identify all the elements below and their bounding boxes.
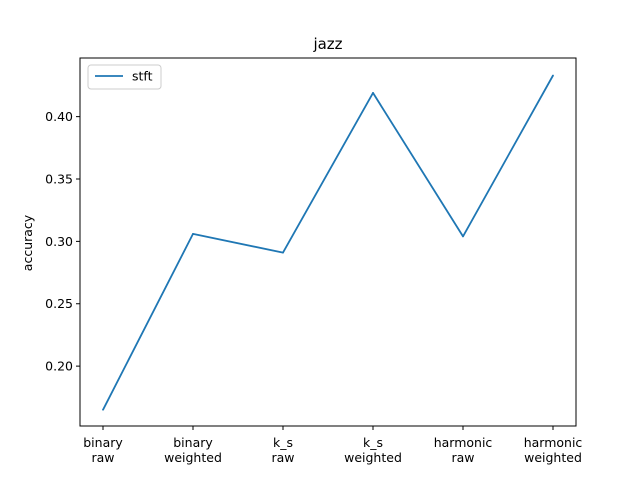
data-point — [102, 408, 104, 411]
data-point — [372, 92, 374, 94]
y-tick-label: 0.25 — [45, 296, 73, 311]
legend-box — [87, 64, 162, 90]
data-point — [552, 74, 554, 77]
data-point — [192, 232, 194, 235]
series-line-stft — [102, 75, 554, 411]
x-tick-label: k_s — [273, 435, 293, 450]
legend: stft — [87, 64, 162, 90]
x-tick-label: harmonic — [434, 435, 493, 450]
plot-marks: 0.200.250.300.350.40binaryrawbinaryweigh… — [45, 74, 583, 465]
x-tick-label: binary — [83, 435, 123, 450]
y-axis-label: accuracy — [20, 214, 35, 271]
x-tick-label: binary — [173, 435, 213, 450]
x-tick-label: weighted — [164, 450, 222, 465]
chart-title: jazz — [312, 35, 342, 53]
x-tick-label: raw — [271, 450, 294, 465]
legend-label: stft — [132, 69, 153, 84]
y-tick-label: 0.20 — [45, 359, 73, 374]
x-tick-label: weighted — [344, 450, 402, 465]
x-tick-label: k_s — [363, 435, 383, 450]
data-point — [282, 251, 284, 254]
data-point — [462, 235, 464, 238]
y-tick-label: 0.35 — [45, 172, 73, 187]
y-tick-label: 0.40 — [45, 109, 73, 124]
plot-frame — [79, 57, 577, 427]
x-tick-label: harmonic — [524, 435, 583, 450]
x-tick-label: weighted — [524, 450, 582, 465]
x-tick-label: raw — [451, 450, 474, 465]
y-tick-label: 0.30 — [45, 234, 73, 249]
x-tick-label: raw — [91, 450, 114, 465]
